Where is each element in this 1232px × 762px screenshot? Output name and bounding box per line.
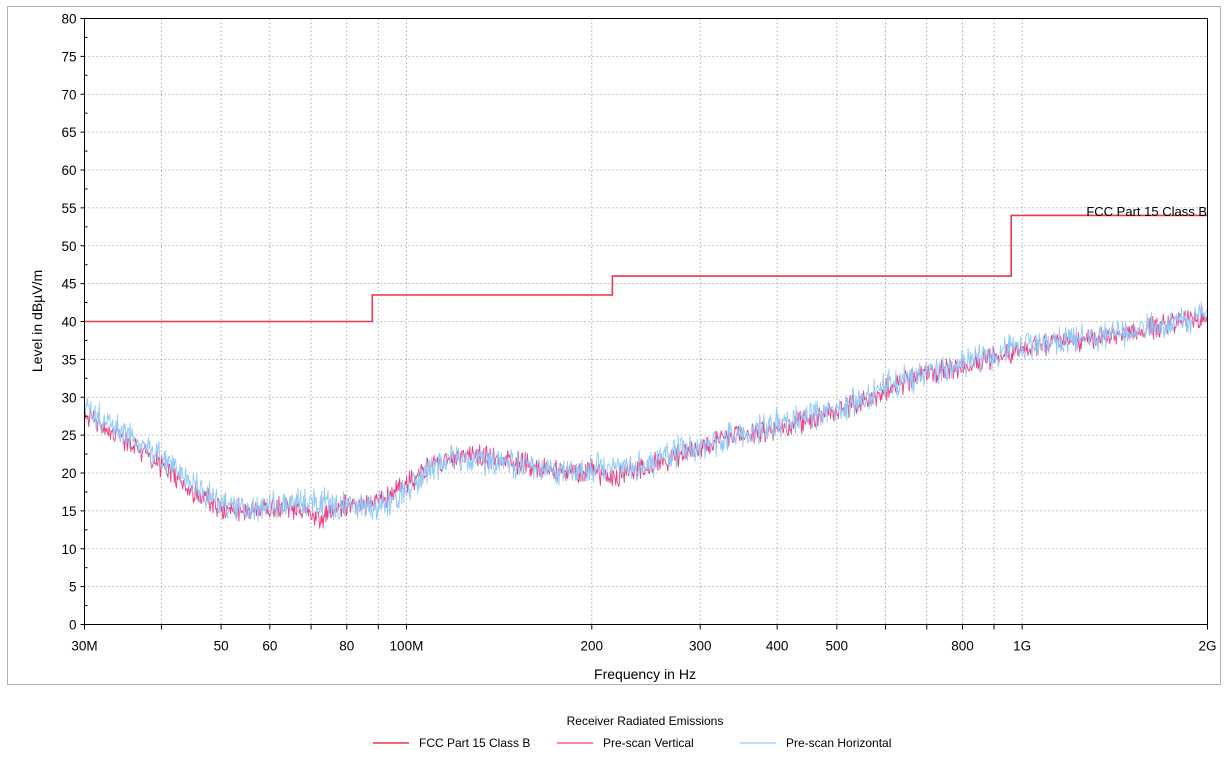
grid-layer: [84, 18, 1208, 625]
y-tick-label: 25: [61, 428, 76, 443]
x-tick-label: 1G: [1013, 639, 1031, 654]
y-tick-label: 60: [61, 163, 76, 178]
y-tick-label: 10: [61, 542, 76, 557]
y-tick-label: 15: [61, 504, 76, 519]
legend-title: Receiver Radiated Emissions: [567, 714, 724, 728]
y-tick-label: 80: [61, 12, 76, 27]
ticks-layer: 0 5 10 15 20 25 30 35 40 45 50 55 60 65 70 75 80 30M 50 60 8…: [61, 12, 1216, 654]
x-axis-title: Frequency in Hz: [594, 666, 696, 682]
x-tick-label: 500: [826, 639, 849, 654]
y-tick-label: 45: [61, 277, 76, 292]
x-tick-label: 800: [951, 639, 974, 654]
x-tick-label: 50: [214, 639, 229, 654]
legend-label: FCC Part 15 Class B: [419, 736, 530, 750]
x-tick-label: 2G: [1198, 639, 1216, 654]
y-tick-label: 5: [69, 580, 77, 595]
y-axis-title: Level in dBµV/m: [29, 270, 45, 372]
legend-label: Pre-scan Horizontal: [786, 736, 891, 750]
x-tick-label: 30M: [71, 639, 97, 654]
y-tick-label: 50: [61, 239, 76, 254]
chart-frame: [7, 6, 1221, 685]
y-tick-label: 35: [61, 352, 76, 367]
y-tick-label: 70: [61, 87, 76, 102]
y-tick-label: 75: [61, 49, 76, 64]
series-line-fcc-limit: [84, 214, 1208, 323]
series-layer: [84, 214, 1208, 529]
y-tick-label: 20: [61, 466, 76, 481]
x-tick-label: 100M: [390, 639, 424, 654]
x-tick-label: 400: [766, 639, 789, 654]
y-tick-label: 55: [61, 201, 76, 216]
y-tick-label: 65: [61, 125, 76, 140]
y-tick-label: 30: [61, 390, 76, 405]
x-tick-label: 80: [339, 639, 354, 654]
x-tick-label: 60: [262, 639, 277, 654]
x-tick-label: 200: [581, 639, 604, 654]
legend: Receiver Radiated Emissions FCC Part 15 …: [373, 714, 891, 750]
legend-label: Pre-scan Vertical: [603, 736, 694, 750]
y-tick-label: 40: [61, 315, 76, 330]
limit-line-annotation: FCC Part 15 Class B: [1086, 204, 1207, 219]
y-tick-label: 0: [69, 618, 77, 633]
series-line-prescan-horizontal: [84, 301, 1208, 522]
x-tick-label: 300: [689, 639, 712, 654]
